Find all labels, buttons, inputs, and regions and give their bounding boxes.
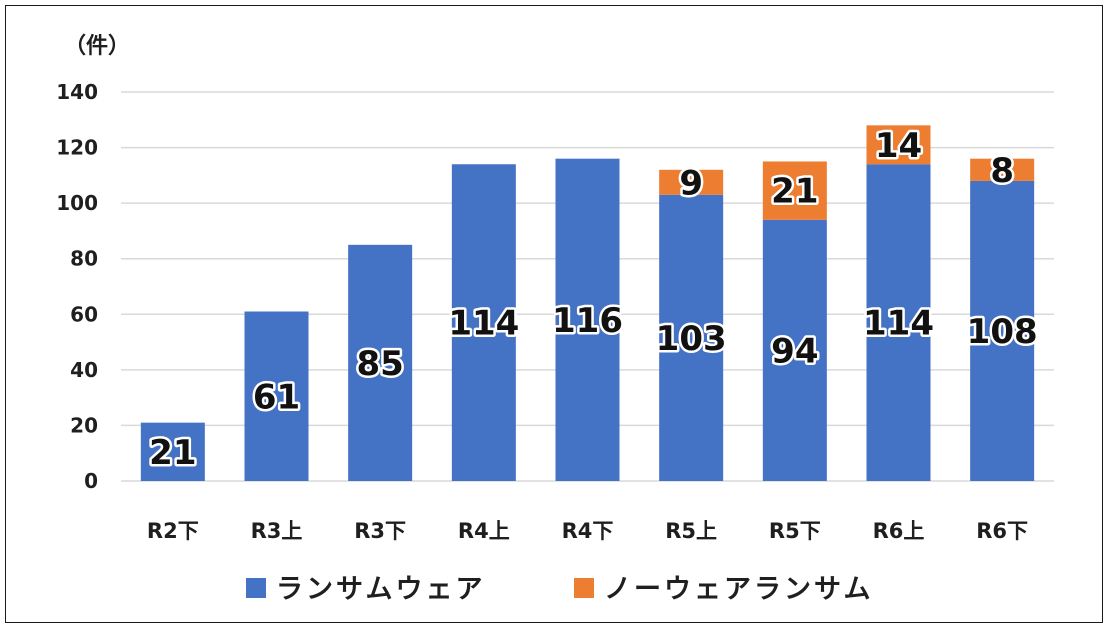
- x-tick-label: R2下: [147, 519, 199, 543]
- bar-ransomware: [555, 158, 620, 481]
- data-label: 21: [149, 433, 196, 473]
- x-tick-label: R3上: [251, 519, 303, 543]
- y-axis-ticks: 0 20 40 60 80 100 120 140: [56, 80, 98, 493]
- bar-ransomware: [866, 164, 931, 481]
- chart-frame: 0 20 40 60 80 100 120 140 （件） 21 61 85 114 116 103 9 9…: [5, 5, 1103, 623]
- data-label: 94: [771, 331, 818, 371]
- bars: [140, 125, 1035, 482]
- bar-noware-ransom: [762, 161, 827, 220]
- y-tick-label: 20: [70, 413, 98, 437]
- x-tick-label: R3下: [354, 519, 406, 543]
- data-label: 8: [990, 151, 1014, 191]
- bar-ransomware: [970, 180, 1035, 481]
- legend-label-noware-ransom: ノーウェアランサム: [604, 574, 873, 605]
- x-tick-label: R6下: [976, 519, 1028, 543]
- data-labels: 21 61 85 114 116 103 9 94 21 114 14 108 8: [147, 123, 1040, 475]
- y-tick-label: 40: [70, 358, 98, 382]
- bar-ransomware: [348, 244, 413, 481]
- bar-ransomware: [244, 311, 309, 481]
- x-tick-label: R5下: [769, 519, 821, 543]
- x-tick-label: R4下: [562, 519, 614, 543]
- data-label: 14: [875, 126, 922, 166]
- data-label: 116: [552, 301, 623, 341]
- data-label: 108: [967, 312, 1038, 352]
- y-tick-label: 60: [70, 302, 98, 326]
- legend-swatch-ransomware: [246, 578, 266, 598]
- x-tick-label: R6上: [873, 519, 925, 543]
- data-label: 21: [771, 172, 818, 212]
- legend-label-ransomware: ランサムウェア: [276, 574, 485, 605]
- data-label: 9: [679, 163, 703, 203]
- stacked-bar-chart: 0 20 40 60 80 100 120 140 （件） 21 61 85 114 116 103 9 9…: [56, 34, 1054, 605]
- legend: ランサムウェア ノーウェアランサム: [246, 574, 873, 605]
- x-tick-label: R5上: [665, 519, 717, 543]
- data-label: 114: [448, 304, 519, 344]
- bar-noware-ransom: [659, 169, 724, 195]
- data-label: 114: [863, 304, 934, 344]
- bar-noware-ransom: [866, 125, 931, 165]
- y-tick-label: 100: [56, 191, 98, 215]
- x-tick-label: R4上: [458, 519, 510, 543]
- y-axis-unit-label: （件）: [64, 34, 130, 59]
- data-label: 103: [656, 319, 727, 359]
- data-label: 61: [253, 377, 300, 417]
- y-tick-label: 120: [56, 136, 98, 160]
- bar-ransomware: [451, 164, 516, 481]
- legend-swatch-noware-ransom: [574, 578, 594, 598]
- bar-noware-ransom: [970, 158, 1035, 181]
- bar-ransomware: [140, 422, 205, 481]
- x-axis-categories: R2下 R3上 R3下 R4上 R4下 R5上 R5下 R6上 R6下: [147, 519, 1028, 543]
- data-label: 85: [357, 344, 404, 384]
- bar-ransomware: [659, 194, 724, 482]
- bar-ransomware: [762, 219, 827, 482]
- y-tick-label: 140: [56, 80, 98, 104]
- y-tick-label: 0: [84, 469, 98, 493]
- y-tick-label: 80: [70, 247, 98, 271]
